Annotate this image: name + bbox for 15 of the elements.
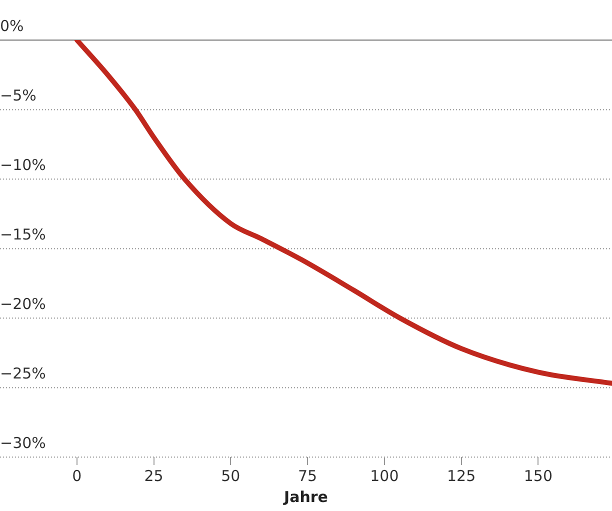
y-tick-label: −15% (0, 225, 46, 244)
y-tick-label: −30% (0, 434, 46, 452)
x-tick-label: 0 (72, 466, 82, 485)
x-tick-label: 75 (298, 466, 318, 485)
y-tick-label: −10% (0, 156, 46, 174)
y-tick-label: −25% (0, 364, 46, 382)
x-tick-label: 125 (446, 466, 476, 485)
x-tick-label: 25 (144, 466, 164, 485)
x-tick-label: 50 (221, 466, 240, 485)
x-tick-label: 100 (370, 466, 399, 485)
x-tick-label: 150 (524, 466, 553, 485)
y-tick-label: −5% (0, 86, 36, 104)
y-tick-label: 0% (0, 16, 24, 35)
x-axis-title: Jahre (283, 488, 328, 506)
y-tick-label: −20% (0, 294, 46, 313)
